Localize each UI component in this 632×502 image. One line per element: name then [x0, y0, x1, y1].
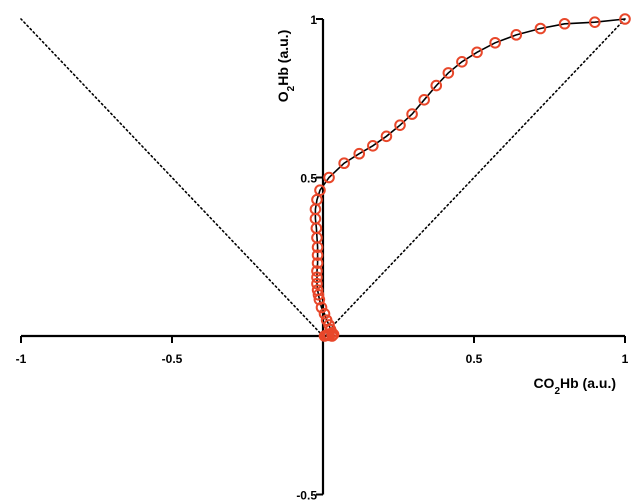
- data-point: [558, 17, 571, 30]
- y-axis-label: O2Hb (a.u.): [275, 30, 297, 102]
- data-point: [406, 108, 418, 120]
- data-point: [311, 241, 324, 254]
- data-point: [313, 293, 326, 306]
- series-oxy-path: [309, 13, 631, 342]
- data-point: [489, 36, 501, 49]
- reference-line-left: [20, 18, 324, 337]
- y-tick-label: 0.5: [300, 172, 317, 186]
- data-point: [353, 147, 366, 160]
- x-tick-label: -1: [16, 352, 27, 366]
- reference-line-right: [322, 18, 626, 337]
- data-point: [312, 288, 325, 301]
- data-point: [471, 46, 483, 59]
- reference-lines: [20, 18, 626, 337]
- data-point: [442, 67, 455, 79]
- data-point: [394, 119, 406, 131]
- x-tick-label: -0.5: [162, 352, 183, 366]
- data-point: [430, 79, 443, 92]
- data-point: [367, 140, 379, 152]
- tick-marks: [20, 18, 626, 496]
- data-point: [311, 271, 323, 284]
- data-point: [311, 257, 324, 269]
- data-point: [318, 308, 331, 320]
- data-point: [380, 130, 393, 143]
- data-point: [619, 13, 631, 25]
- data-point: [311, 277, 323, 290]
- data-point: [589, 16, 601, 28]
- y-tick-label: 1: [310, 13, 317, 27]
- x-tick-label: 0.5: [466, 352, 483, 366]
- x-tick-label: 1: [622, 352, 629, 366]
- data-point: [456, 55, 468, 68]
- data-point: [311, 265, 323, 277]
- series-line: [314, 18, 626, 337]
- data-point: [534, 22, 547, 35]
- data-point: [318, 330, 331, 342]
- data-point: [311, 249, 324, 261]
- x-axis-label: CO2Hb (a.u.): [533, 375, 616, 397]
- data-point: [338, 157, 350, 170]
- data-point: [315, 301, 328, 314]
- data-point: [510, 29, 523, 41]
- y-tick-label: -0.5: [296, 489, 317, 502]
- data-point: [323, 171, 335, 184]
- data-point: [418, 94, 430, 106]
